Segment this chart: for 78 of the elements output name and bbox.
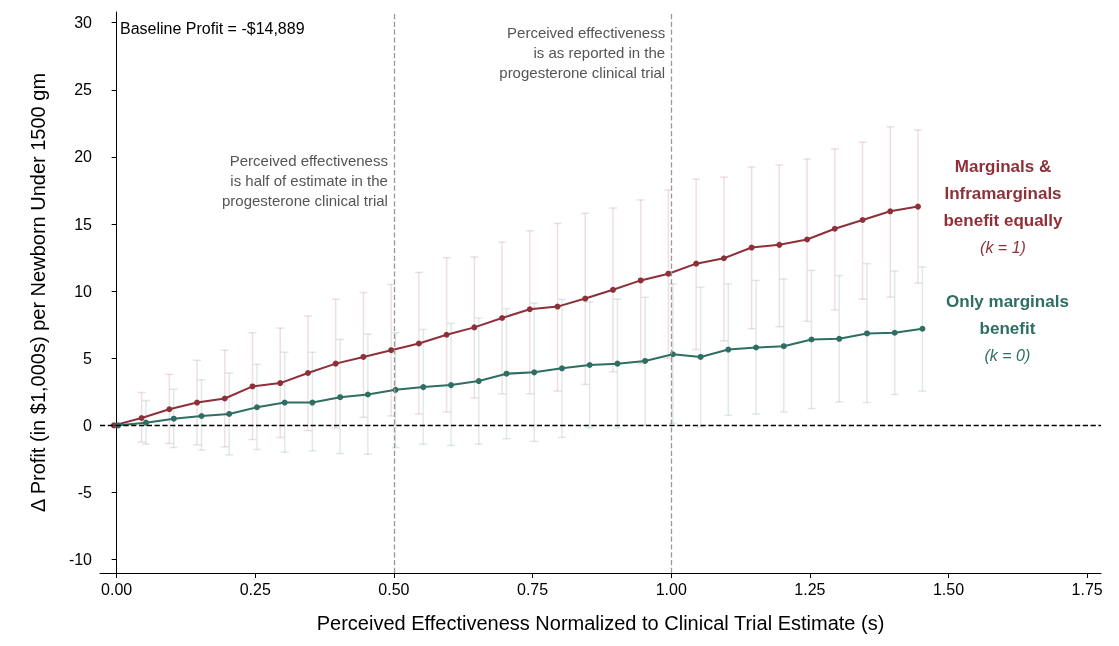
- series-label: Only marginals benefit (k = 0): [946, 292, 1069, 365]
- point: [637, 277, 644, 284]
- x-tick-label: 1.75: [1071, 580, 1103, 598]
- x-tick-label: 0.50: [378, 580, 410, 598]
- point: [277, 380, 284, 387]
- point: [554, 303, 561, 310]
- point: [170, 415, 177, 422]
- y-tick-label: -10: [68, 551, 93, 569]
- point: [915, 203, 921, 210]
- point: [448, 382, 455, 389]
- point: [304, 370, 311, 377]
- annotation: Baseline Profit = -$14,889: [120, 19, 305, 37]
- point: [360, 353, 367, 360]
- point: [337, 394, 344, 401]
- point: [665, 270, 672, 277]
- point: [388, 347, 395, 354]
- point: [143, 419, 150, 426]
- point: [194, 399, 201, 406]
- series-label: Marginals & Inframarginals benefit equally (k = 1): [943, 156, 1064, 256]
- point: [415, 340, 422, 347]
- point: [582, 295, 589, 302]
- x-tick-label: 0.00: [101, 580, 133, 598]
- x-tick-label: 1.00: [655, 580, 687, 598]
- annotation: Perceived effectiveness is half of estimate in the progesterone clinical trial: [222, 151, 388, 209]
- point: [221, 395, 228, 402]
- point: [364, 391, 371, 398]
- point: [642, 357, 649, 364]
- x-axis-title: Perceived Effectiveness Normalized to Clinical Trial Estimate (s): [316, 612, 885, 634]
- annotation: Perceived effectiveness is as reported in the progesterone clinical trial: [499, 24, 666, 82]
- point: [471, 324, 478, 331]
- point: [253, 404, 260, 411]
- x-tick-label: 1.50: [932, 580, 965, 598]
- point: [226, 410, 233, 417]
- point: [198, 412, 205, 419]
- y-tick-label: 10: [74, 282, 93, 300]
- point: [609, 286, 616, 293]
- point: [780, 343, 787, 350]
- point: [166, 406, 173, 413]
- x-tick-label: 0.75: [516, 580, 549, 598]
- point: [443, 331, 450, 338]
- point: [720, 255, 727, 262]
- y-tick-label: 20: [74, 148, 93, 166]
- point: [863, 330, 870, 337]
- point: [831, 225, 838, 232]
- point: [693, 260, 700, 267]
- y-tick-label: 0: [83, 416, 93, 434]
- point: [309, 399, 316, 406]
- point: [420, 384, 427, 391]
- point: [808, 336, 815, 343]
- y-tick-label: -5: [77, 483, 93, 501]
- point: [503, 370, 510, 377]
- point: [614, 360, 621, 367]
- point: [836, 335, 843, 342]
- y-tick-label: 30: [74, 14, 93, 32]
- point: [919, 325, 926, 332]
- point: [804, 236, 811, 243]
- point: [891, 329, 898, 336]
- x-tick-label: 0.25: [239, 580, 271, 598]
- x-tick-label: 1.25: [794, 580, 826, 598]
- point: [887, 208, 894, 215]
- y-tick-label: 15: [74, 215, 93, 233]
- point: [748, 244, 755, 251]
- point: [249, 383, 256, 390]
- y-tick-label: 5: [83, 349, 93, 367]
- point: [526, 306, 533, 313]
- point: [697, 353, 704, 360]
- point: [475, 378, 482, 385]
- point: [531, 369, 538, 376]
- point: [753, 344, 760, 351]
- point: [332, 360, 339, 367]
- point: [558, 365, 565, 372]
- point: [586, 361, 593, 368]
- point: [859, 217, 866, 224]
- y-axis-title: Δ Profit (in $1,000s) per Newborn Under 1500 gm: [27, 72, 49, 513]
- point: [499, 315, 506, 321]
- point: [138, 414, 145, 421]
- point: [776, 241, 783, 248]
- y-tick-label: 25: [74, 81, 93, 99]
